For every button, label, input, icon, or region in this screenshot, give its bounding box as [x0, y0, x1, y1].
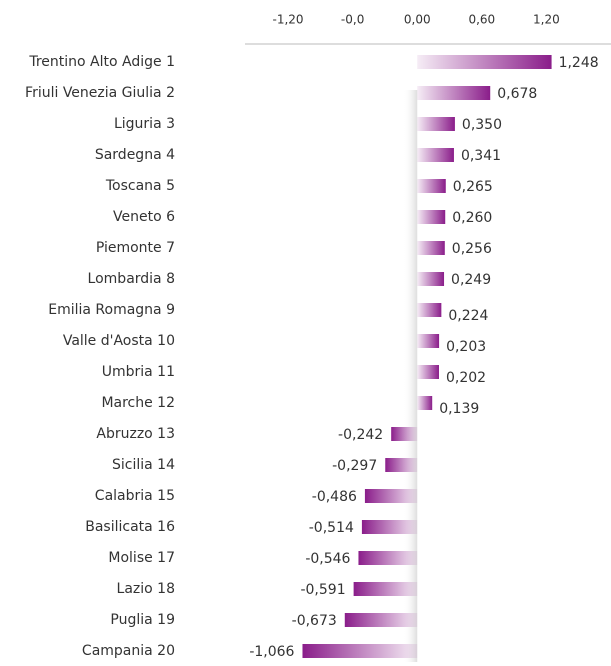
value-label: 0,260	[452, 210, 492, 226]
bar	[417, 365, 439, 379]
value-label: 0,678	[497, 86, 537, 102]
bar	[417, 303, 442, 317]
category-label: Sardegna 4	[95, 147, 175, 163]
bar	[417, 55, 552, 69]
value-label: 0,265	[453, 179, 493, 195]
category-label: Puglia 19	[110, 612, 175, 628]
bar	[364, 489, 418, 503]
value-label: 0,350	[462, 117, 502, 133]
category-label: Piemonte 7	[96, 240, 175, 256]
bar	[385, 458, 418, 472]
value-label: 0,256	[452, 241, 492, 257]
value-label: 0,249	[451, 272, 491, 288]
x-tick-label: 1,20	[533, 13, 560, 27]
bar	[391, 427, 418, 441]
bar	[344, 613, 418, 627]
value-label: -0,242	[338, 427, 383, 443]
category-label: Campania 20	[82, 643, 175, 659]
category-label: Calabria 15	[95, 488, 175, 504]
value-label: 0,203	[446, 339, 486, 355]
value-label: 0,202	[446, 370, 486, 386]
category-label: Basilicata 16	[85, 519, 175, 535]
bar	[302, 644, 418, 658]
bar	[417, 272, 445, 286]
value-label: -0,486	[312, 489, 357, 505]
bar	[417, 179, 446, 193]
bar	[417, 148, 454, 162]
bar	[417, 86, 491, 100]
shade	[403, 90, 418, 662]
category-label: Valle d'Aosta 10	[63, 333, 175, 349]
bar	[417, 241, 445, 255]
value-label: 0,139	[439, 401, 479, 417]
x-tick-label: -1,20	[273, 13, 304, 27]
bar	[417, 334, 440, 348]
value-label: -0,297	[332, 458, 377, 474]
category-label: Friuli Venezia Giulia 2	[25, 85, 175, 101]
value-label: -0,514	[309, 520, 354, 536]
category-label: Veneto 6	[113, 209, 175, 225]
bar	[361, 520, 418, 534]
value-label: -0,591	[300, 582, 345, 598]
category-label: Umbria 11	[102, 364, 175, 380]
category-label: Lombardia 8	[88, 271, 175, 287]
category-label: Molise 17	[108, 550, 175, 566]
value-label: -1,066	[249, 644, 294, 660]
bar	[417, 396, 433, 410]
category-label: Trentino Alto Adige 1	[28, 54, 175, 70]
value-label: 0,341	[461, 148, 501, 164]
value-label: -0,546	[305, 551, 350, 567]
x-tick-label: -0,0	[341, 13, 364, 27]
category-label: Toscana 5	[105, 178, 175, 194]
category-label: Abruzzo 13	[96, 426, 175, 442]
value-label: 1,248	[559, 55, 599, 71]
x-tick-label: 0,00	[404, 13, 431, 27]
category-label: Sicilia 14	[112, 457, 175, 473]
category-label: Lazio 18	[117, 581, 175, 597]
category-label: Emilia Romagna 9	[48, 302, 175, 318]
bar	[417, 210, 446, 224]
value-label: -0,673	[292, 613, 337, 629]
category-label: Liguria 3	[114, 116, 175, 132]
bar	[353, 582, 418, 596]
bar	[417, 117, 455, 131]
category-label: Marche 12	[101, 395, 175, 411]
bar	[358, 551, 418, 565]
value-label: 0,224	[448, 308, 488, 324]
x-tick-label: 0,60	[468, 13, 495, 27]
